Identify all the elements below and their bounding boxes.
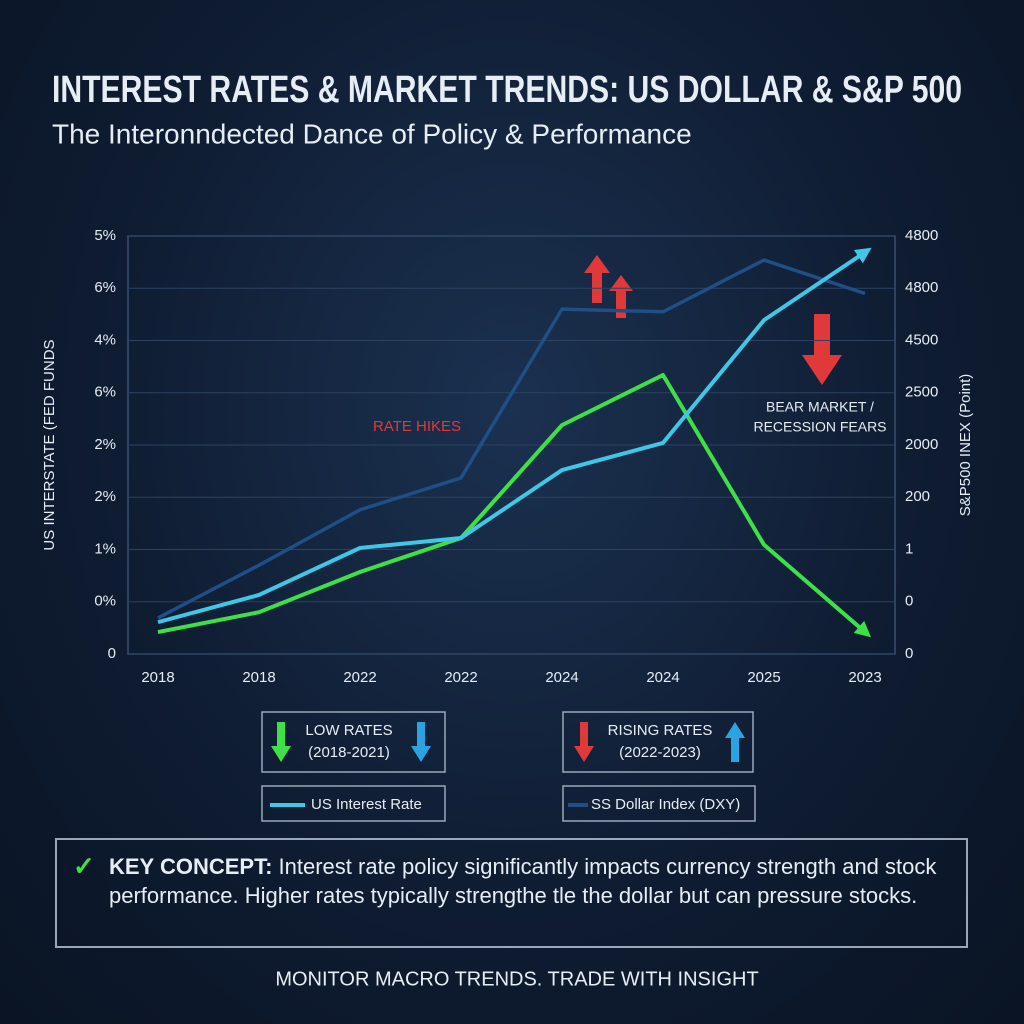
chart-title: INTEREST RATES & MARKET TRENDS: US DOLLA…: [52, 69, 962, 111]
key-concept: ✓ KEY CONCEPT: Interest rate policy signi…: [55, 838, 968, 948]
y2ticks-label: 2000: [905, 436, 938, 453]
legend-box-text: (2022-2023): [619, 744, 701, 761]
yticks-label: 2%: [94, 436, 116, 453]
chart-subtitle: The Interonndected Dance of Policy & Per…: [52, 118, 692, 149]
key-text: Interest rate policy significantly impac…: [109, 854, 937, 908]
yticks-label: 1%: [94, 540, 116, 557]
x-tick-label: 2018: [141, 669, 174, 686]
y2-axis-label: S&P500 INEX (Point): [957, 374, 974, 517]
y2ticks-label: 4500: [905, 331, 938, 348]
yticks-label: 6%: [94, 279, 116, 296]
up-arrow: [584, 255, 610, 303]
footer: MONITOR MACRO TRENDS. TRADE WITH INSIGHT: [275, 968, 758, 990]
legend-label: US Interest Rate: [311, 796, 422, 813]
x-tick-label: 2024: [545, 669, 578, 686]
yticks-label: 6%: [94, 384, 116, 401]
x-tick-label: 2024: [646, 669, 679, 686]
yticks-label: 5%: [94, 227, 116, 244]
y2ticks-label: 4800: [905, 227, 938, 244]
x-tick-label: 2023: [848, 669, 881, 686]
annotation: RECESSION FEARS: [753, 419, 886, 435]
x-tick-label: 2022: [343, 669, 376, 686]
down-arrow: [802, 314, 842, 385]
yticks-label: 2%: [94, 488, 116, 505]
up-arrow: [725, 722, 745, 762]
yticks-label: 0%: [94, 593, 116, 610]
x-tick-label: 2025: [747, 669, 780, 686]
x-tick-label: 2022: [444, 669, 477, 686]
down-arrow: [271, 722, 291, 762]
y2ticks-label: 0: [905, 645, 913, 662]
down-arrow: [411, 722, 431, 762]
x-tick-label: 2018: [242, 669, 275, 686]
y2ticks-label: 200: [905, 488, 930, 505]
legend-box-text: RISING RATES: [608, 722, 713, 739]
down-arrow: [574, 722, 594, 762]
annotation: RATE HIKES: [373, 418, 461, 435]
series-line: [157, 258, 866, 620]
yticks-label: 0: [108, 645, 116, 662]
y2ticks-label: 1: [905, 540, 913, 557]
legend-box: [261, 711, 446, 773]
legend-frame: [562, 785, 756, 822]
y2ticks-label: 2500: [905, 384, 938, 401]
key-label: KEY CONCEPT:: [109, 854, 273, 879]
yticks-label: 4%: [94, 331, 116, 348]
annotation: BEAR MARKET /: [766, 399, 874, 415]
series-line: [157, 247, 872, 625]
series-line: [157, 372, 872, 638]
y2ticks-label: 4800: [905, 279, 938, 296]
y-axis-label: US INTERSTATE (FED FUNDS: [41, 339, 58, 550]
legend-label: SS Dollar Index (DXY): [591, 796, 740, 813]
check-icon: ✓: [73, 851, 95, 881]
up-arrow: [609, 275, 633, 318]
legend-box: [562, 711, 754, 773]
legend-frame: [261, 785, 446, 822]
legend-box-text: LOW RATES: [305, 722, 392, 739]
legend-box-text: (2018-2021): [308, 744, 390, 761]
y2ticks-label: 0: [905, 593, 913, 610]
